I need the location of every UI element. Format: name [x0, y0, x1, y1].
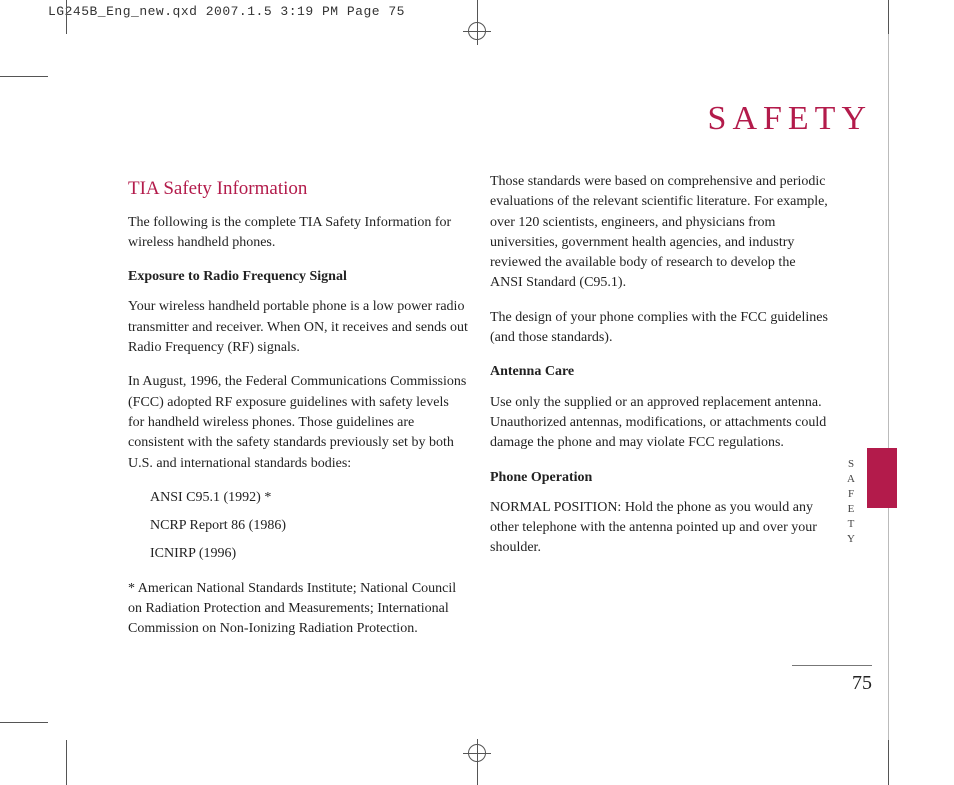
crop-mark: [0, 76, 48, 77]
footnote-text: * American National Standards Institute;…: [128, 579, 468, 640]
body-text: The design of your phone complies with t…: [490, 308, 830, 349]
sub-heading: Phone Operation: [490, 468, 830, 488]
body-text: In August, 1996, the Federal Communicati…: [128, 372, 468, 473]
list-item: ICNIRP (1996): [150, 544, 468, 564]
crop-mark: [477, 739, 478, 767]
column-right: Those standards were based on comprehens…: [490, 172, 830, 573]
standards-list: ANSI C95.1 (1992) * NCRP Report 86 (1986…: [150, 488, 468, 565]
crop-mark: [477, 17, 478, 45]
page-number: 75: [852, 672, 872, 695]
crop-mark: [888, 740, 889, 785]
crop-mark: [888, 0, 889, 34]
crop-mark: [66, 740, 67, 785]
list-item: NCRP Report 86 (1986): [150, 516, 468, 536]
section-heading: TIA Safety Information: [128, 175, 468, 203]
page-number-rule: [792, 665, 872, 666]
body-text: The following is the complete TIA Safety…: [128, 213, 468, 254]
crop-mark: [888, 34, 889, 740]
proof-header: LG245B_Eng_new.qxd 2007.1.5 3:19 PM Page…: [48, 4, 405, 19]
section-tab-label: SAFETY: [845, 458, 857, 548]
body-text: Use only the supplied or an approved rep…: [490, 393, 830, 454]
sub-heading: Antenna Care: [490, 362, 830, 382]
crop-mark: [0, 722, 48, 723]
page-root: LG245B_Eng_new.qxd 2007.1.5 3:19 PM Page…: [0, 0, 954, 785]
crop-mark: [66, 0, 67, 34]
column-left: TIA Safety Information The following is …: [128, 175, 468, 654]
section-tab-bar: [867, 448, 897, 508]
body-text: NORMAL POSITION: Hold the phone as you w…: [490, 498, 830, 559]
body-text: Your wireless handheld portable phone is…: [128, 297, 468, 358]
page-title: SAFETY: [708, 100, 872, 138]
list-item: ANSI C95.1 (1992) *: [150, 488, 468, 508]
sub-heading: Exposure to Radio Frequency Signal: [128, 267, 468, 287]
body-text: Those standards were based on comprehens…: [490, 172, 830, 294]
